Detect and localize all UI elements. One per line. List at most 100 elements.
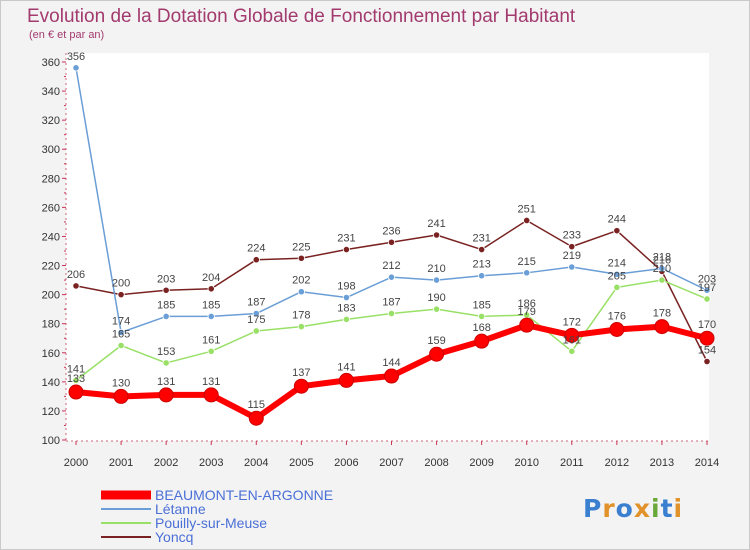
logo-letter: P bbox=[583, 494, 603, 523]
data-label: 159 bbox=[427, 335, 445, 347]
proxiti-logo: Proxiti bbox=[583, 494, 683, 523]
logo-letter: i bbox=[651, 494, 661, 523]
data-point bbox=[68, 384, 84, 400]
x-tick-label: 2014 bbox=[695, 457, 719, 469]
y-tick-label: 160 bbox=[42, 348, 60, 360]
y-tick-label: 280 bbox=[42, 173, 60, 185]
data-point bbox=[342, 245, 351, 254]
data-label: 179 bbox=[518, 306, 536, 318]
logo-letter: x bbox=[633, 494, 651, 523]
x-tick-label: 2006 bbox=[334, 457, 358, 469]
data-point bbox=[207, 285, 215, 293]
y-tick-label: 320 bbox=[42, 115, 60, 127]
y-tick-label: 120 bbox=[42, 406, 60, 418]
data-point bbox=[248, 410, 264, 426]
x-tick-label: 2013 bbox=[650, 457, 674, 469]
data-label: 168 bbox=[472, 322, 490, 334]
data-point bbox=[613, 270, 621, 278]
data-label: 219 bbox=[563, 250, 581, 262]
y-tick-label: 220 bbox=[42, 261, 60, 273]
data-point bbox=[432, 276, 441, 284]
data-label: 206 bbox=[67, 269, 85, 281]
data-label: 185 bbox=[202, 299, 220, 311]
data-label: 197 bbox=[698, 282, 716, 294]
data-label: 137 bbox=[292, 367, 310, 379]
data-point bbox=[703, 295, 711, 303]
data-point bbox=[703, 286, 711, 294]
data-point bbox=[162, 359, 170, 367]
data-label: 176 bbox=[608, 311, 626, 323]
data-point bbox=[478, 312, 486, 321]
data-label: 174 bbox=[112, 315, 130, 327]
data-label: 115 bbox=[248, 399, 266, 411]
legend-label: Pouilly-sur-Meuse bbox=[155, 515, 267, 531]
x-tick-label: 2001 bbox=[109, 457, 133, 469]
data-label: 244 bbox=[608, 214, 626, 226]
data-label: 356 bbox=[67, 51, 85, 63]
data-label: 130 bbox=[112, 377, 130, 389]
data-point bbox=[387, 309, 396, 318]
data-point bbox=[342, 293, 351, 302]
data-point bbox=[293, 378, 309, 394]
data-label: 210 bbox=[427, 263, 445, 275]
y-tick-label: 360 bbox=[42, 57, 60, 69]
data-point bbox=[252, 327, 260, 335]
data-point bbox=[429, 346, 445, 362]
data-point bbox=[654, 319, 670, 335]
data-point bbox=[158, 387, 174, 403]
data-point bbox=[203, 387, 219, 403]
data-label: 175 bbox=[247, 314, 265, 326]
data-label: 224 bbox=[247, 243, 265, 255]
data-label: 231 bbox=[472, 233, 490, 245]
data-label: 161 bbox=[202, 334, 220, 346]
data-label: 212 bbox=[382, 260, 400, 272]
data-point bbox=[72, 376, 80, 384]
logo-letter: r bbox=[602, 494, 616, 523]
data-label: 186 bbox=[518, 298, 536, 310]
data-label: 202 bbox=[292, 275, 310, 287]
data-point bbox=[523, 269, 531, 277]
data-label: 200 bbox=[112, 278, 130, 290]
data-label: 204 bbox=[202, 272, 220, 284]
data-label: 205 bbox=[608, 270, 626, 282]
data-label: 133 bbox=[67, 373, 85, 385]
x-tick-label: 2009 bbox=[469, 457, 493, 469]
data-point bbox=[568, 263, 576, 271]
data-label: 172 bbox=[563, 316, 581, 328]
data-point bbox=[609, 322, 625, 338]
y-tick-label: 100 bbox=[42, 435, 60, 447]
data-label: 185 bbox=[472, 299, 490, 311]
x-tick-label: 2008 bbox=[424, 457, 448, 469]
data-label: 185 bbox=[157, 299, 175, 311]
x-tick-label: 2003 bbox=[199, 457, 223, 469]
data-label: 178 bbox=[653, 308, 671, 320]
data-label: 225 bbox=[292, 241, 310, 253]
data-label: 187 bbox=[382, 297, 400, 309]
data-point bbox=[117, 341, 125, 350]
logo-letter: i bbox=[673, 494, 684, 523]
data-label: 210 bbox=[653, 263, 671, 275]
data-label: 236 bbox=[382, 225, 400, 237]
x-tick-label: 2002 bbox=[154, 457, 178, 469]
data-label: 233 bbox=[563, 230, 581, 242]
series-2 bbox=[72, 64, 711, 337]
series-3 bbox=[72, 276, 711, 384]
data-point bbox=[162, 286, 170, 294]
data-label: 165 bbox=[112, 329, 130, 341]
x-tick-label: 2000 bbox=[64, 457, 88, 469]
data-point bbox=[207, 312, 215, 321]
y-tick-label: 300 bbox=[42, 144, 60, 156]
data-point bbox=[387, 273, 396, 281]
data-point bbox=[252, 256, 260, 264]
data-label: 187 bbox=[247, 297, 265, 309]
data-point bbox=[387, 238, 396, 246]
data-point bbox=[432, 305, 441, 313]
chart-title: Evolution de la Dotation Globale de Fonc… bbox=[27, 6, 576, 27]
data-point bbox=[384, 368, 399, 384]
data-label: 141 bbox=[67, 363, 85, 375]
data-label: 178 bbox=[292, 310, 310, 322]
data-label: 251 bbox=[518, 203, 536, 215]
data-point bbox=[297, 288, 305, 296]
